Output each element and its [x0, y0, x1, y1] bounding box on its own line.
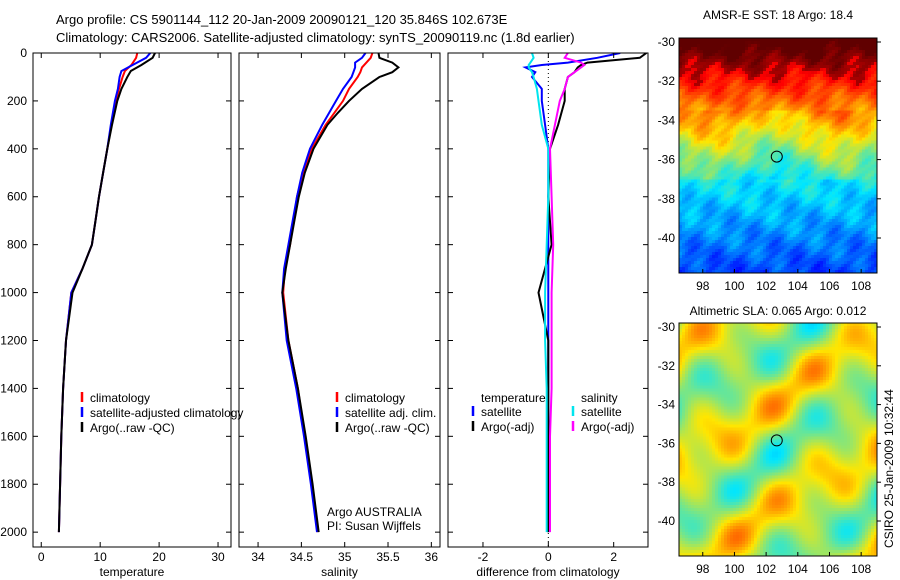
x-axis-label: temperature [100, 565, 165, 579]
difference-series-0-line [522, 53, 621, 533]
difference-series-1-line [537, 53, 647, 533]
x-tick-label: 30 [211, 550, 225, 564]
y-tick-label: -40 [658, 514, 676, 528]
x-tick-label: 2 [610, 550, 617, 564]
legend-label: Argo(-adj) [481, 420, 534, 434]
x-tick-label: 0 [545, 550, 552, 564]
y-tick-label: -38 [658, 475, 676, 489]
x-tick-label: 10 [93, 550, 107, 564]
legend-label: satellite-adjusted climatology [90, 406, 243, 420]
x-tick-label: 35 [338, 550, 352, 564]
difference-panel [447, 52, 649, 548]
sst-heatmap [679, 38, 877, 273]
y-tick-label: -38 [658, 192, 676, 206]
map-title: AMSR-E SST: 18 Argo: 18.4 [703, 8, 853, 22]
temperature-panel [32, 52, 232, 548]
y-tick-label: -32 [658, 359, 676, 373]
y-tick-label: 1600 [0, 429, 27, 443]
map-title: Altimetric SLA: 0.065 Argo: 0.012 [690, 304, 867, 318]
annotation-label: Argo AUSTRALIA [327, 505, 422, 519]
y-tick-label: 800 [7, 238, 27, 252]
y-tick-label: 400 [7, 142, 27, 156]
legend-label: satellite adj. clim. [345, 406, 436, 420]
y-tick-label: 0 [20, 46, 27, 60]
x-tick-label: 35.5 [376, 550, 400, 564]
x-tick-label: 106 [819, 279, 839, 293]
temperature-axes-box [32, 52, 232, 548]
x-axis-label: salinity [321, 565, 358, 579]
y-tick-label: -36 [658, 153, 676, 167]
y-tick-label: -34 [658, 398, 676, 412]
x-tick-label: 108 [851, 279, 871, 293]
legend-label: climatology [90, 391, 150, 405]
y-tick-label: -30 [658, 320, 676, 334]
figure-title-line1: Argo profile: CS 5901144_112 20-Jan-2009… [56, 12, 508, 27]
legend-label: Argo(-adj) [581, 420, 634, 434]
y-tick-label: 1400 [0, 381, 27, 395]
legend-group-title: salinity [581, 391, 618, 405]
y-tick-label: 200 [7, 94, 27, 108]
y-tick-label: -30 [658, 35, 676, 49]
salinity-axes-box [238, 52, 441, 548]
figure-title-line2: Climatology: CARS2006. Satellite-adjuste… [56, 30, 575, 45]
sla-map-frame [678, 322, 878, 557]
credit-label: CSIRO 25-Jan-2009 10:32:44 [882, 389, 896, 548]
x-tick-label: 100 [724, 562, 744, 576]
x-tick-label: 34.5 [290, 550, 314, 564]
x-tick-label: 104 [788, 279, 808, 293]
x-tick-label: 102 [756, 562, 776, 576]
salinity-series-2-line [281, 53, 401, 533]
x-tick-label: -2 [478, 550, 489, 564]
y-tick-label: 1200 [0, 333, 27, 347]
x-tick-label: 104 [788, 562, 808, 576]
difference-series-2-line [527, 53, 550, 533]
legend-label: satellite [481, 405, 522, 419]
difference-series-3-line [548, 53, 587, 533]
sla-heatmap [679, 323, 877, 556]
legend-label: Argo(..raw -QC) [345, 421, 430, 435]
y-tick-label: -36 [658, 436, 676, 450]
x-tick-label: 100 [724, 279, 744, 293]
legend-label: climatology [345, 391, 405, 405]
x-tick-label: 36 [425, 550, 439, 564]
x-tick-label: 20 [152, 550, 166, 564]
y-tick-label: 1000 [0, 286, 27, 300]
x-axis-label: difference from climatology [476, 565, 619, 579]
y-tick-label: 600 [7, 190, 27, 204]
x-tick-label: 102 [756, 279, 776, 293]
x-tick-label: 106 [819, 562, 839, 576]
sst-map-frame [678, 37, 878, 274]
legend-group-title: temperature [481, 391, 546, 405]
legend-label: Argo(..raw -QC) [90, 421, 175, 435]
y-tick-label: 2000 [0, 525, 27, 539]
y-tick-label: -40 [658, 231, 676, 245]
argo-float-location-marker [770, 434, 783, 447]
y-tick-label: -32 [658, 74, 676, 88]
legend-label: satellite [581, 405, 622, 419]
x-tick-label: 98 [696, 279, 710, 293]
salinity-panel [238, 52, 441, 548]
temperature-series-2-line [57, 53, 156, 533]
annotation-label: PI: Susan Wijffels [327, 519, 421, 533]
x-tick-label: 98 [696, 562, 710, 576]
y-tick-label: 1800 [0, 477, 27, 491]
x-tick-label: 34 [251, 550, 265, 564]
y-tick-label: -34 [658, 113, 676, 127]
x-tick-label: 108 [851, 562, 871, 576]
x-tick-label: 0 [38, 550, 45, 564]
salinity-series-1-line [281, 53, 367, 533]
argo-float-location-marker [770, 150, 783, 163]
